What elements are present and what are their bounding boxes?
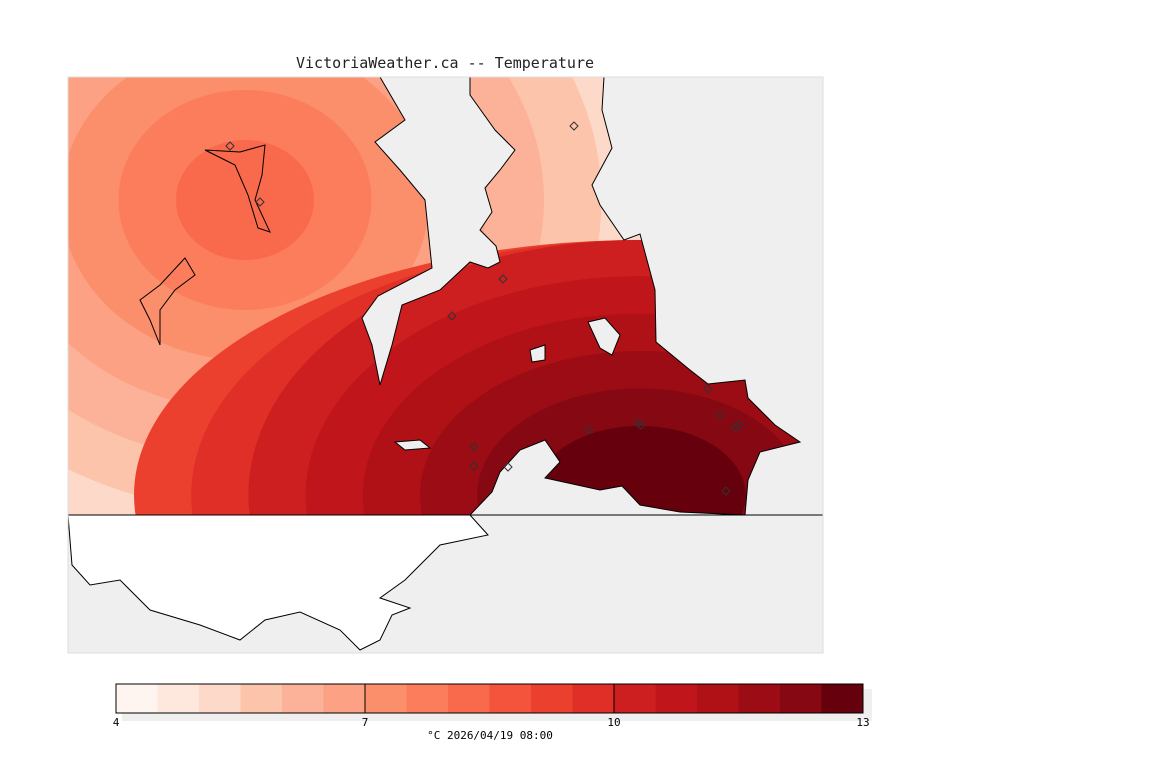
cold-center-islands [139,144,271,346]
station-marker [469,461,479,471]
olympic-peninsula-land [67,514,489,651]
colorbar-swatch [116,684,158,713]
colorbar-swatch [821,684,864,713]
station-marker [569,121,579,131]
colorbar-swatch [614,684,656,713]
colorbar [115,683,864,714]
colorbar-swatch [572,684,615,713]
station-marker [503,462,513,472]
lake [587,317,621,356]
station-marker [703,384,713,394]
station-marker [730,423,740,433]
colorbar-border [115,683,864,714]
station-markers [225,121,744,496]
colorbar-tick-label: 10 [607,716,621,729]
strait-west-water [361,76,516,386]
colorbar-swatch [240,684,283,713]
station-marker [498,274,508,284]
station-marker [734,420,744,430]
station-marker [636,420,646,430]
station-marker [447,311,457,321]
colorbar-swatch [780,684,822,713]
colorbar-units-label: °C 2026/04/19 08:00 [427,729,553,742]
colorbar-swatch [531,684,573,713]
south-coast-water [468,439,746,516]
colorbar-swatch [489,684,532,713]
station-marker [584,425,594,435]
map-frame [67,76,824,654]
colorbar-swatch [199,684,241,713]
colorbar-swatch [406,684,449,713]
station-marker [715,410,725,420]
colorbar-swatch [365,684,407,713]
map-title: VictoriaWeather.ca -- Temperature [295,54,594,72]
colorbar-swatch [448,684,490,713]
lake [529,344,546,363]
colorbar-swatch [738,684,781,713]
colorbar-swatch [323,684,366,713]
station-marker [225,141,235,151]
station-marker [255,197,265,207]
east-water [591,76,824,516]
station-marker [721,486,731,496]
colorbar-tick-label: 7 [361,716,369,729]
colorbar-tick-label: 4 [112,716,120,729]
lake [393,439,432,451]
colorbar-tick-label: 13 [856,716,870,729]
colorbar-swatch [282,684,324,713]
colorbar-swatch [157,684,200,713]
colorbar-swatch [655,684,698,713]
colorbar-swatch [697,684,739,713]
station-marker [469,442,479,452]
water-overlay [361,76,824,516]
isotherm-band [176,140,314,260]
